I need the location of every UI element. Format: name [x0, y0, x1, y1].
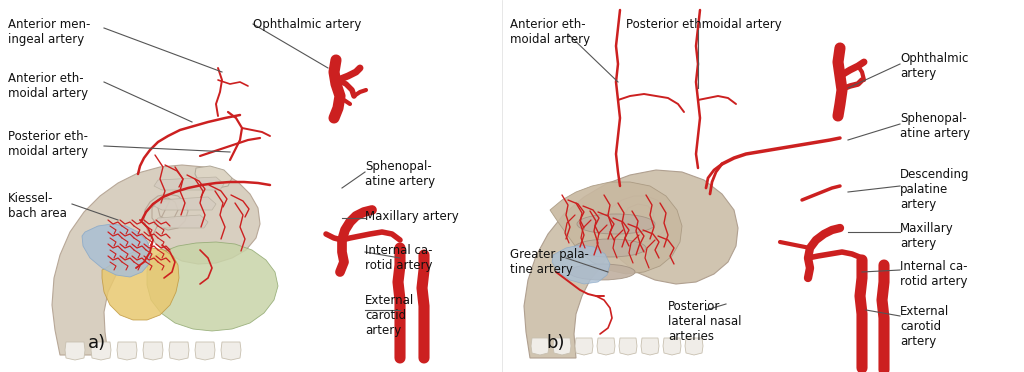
Polygon shape	[685, 338, 703, 355]
Polygon shape	[102, 248, 179, 320]
Text: Greater pala-
tine artery: Greater pala- tine artery	[510, 248, 589, 276]
Text: Ophthalmic artery: Ophthalmic artery	[253, 18, 361, 31]
Text: Anterior eth-
moidal artery: Anterior eth- moidal artery	[510, 18, 590, 46]
Bar	[500, 0, 1024, 372]
Polygon shape	[65, 342, 85, 360]
Text: Maxillary
artery: Maxillary artery	[900, 222, 953, 250]
Polygon shape	[195, 166, 232, 188]
Text: External
carotid
artery: External carotid artery	[900, 305, 949, 348]
Text: Internal ca-
rotid artery: Internal ca- rotid artery	[900, 260, 968, 288]
Polygon shape	[143, 342, 163, 360]
Text: Anterior eth-
moidal artery: Anterior eth- moidal artery	[8, 72, 88, 100]
Polygon shape	[524, 170, 738, 358]
Ellipse shape	[574, 239, 646, 257]
Ellipse shape	[569, 264, 635, 280]
Polygon shape	[575, 338, 593, 355]
Polygon shape	[663, 338, 681, 355]
Text: Internal ca-
rotid artery: Internal ca- rotid artery	[365, 244, 432, 272]
Polygon shape	[91, 342, 111, 360]
Text: Posterior
lateral nasal
arteries: Posterior lateral nasal arteries	[668, 300, 741, 343]
Polygon shape	[531, 338, 549, 355]
Text: Posterior ethmoidal artery: Posterior ethmoidal artery	[626, 18, 781, 31]
Text: Sphenopal-
atine artery: Sphenopal- atine artery	[900, 112, 970, 140]
Text: Descending
palatine
artery: Descending palatine artery	[900, 168, 970, 211]
Polygon shape	[618, 338, 637, 355]
Text: b): b)	[546, 334, 564, 352]
Text: Ophthalmic
artery: Ophthalmic artery	[900, 52, 969, 80]
Polygon shape	[169, 342, 189, 360]
Text: External
carotid
artery: External carotid artery	[365, 294, 415, 337]
Polygon shape	[154, 215, 208, 228]
Polygon shape	[154, 177, 224, 190]
Text: Sphenopal-
atine artery: Sphenopal- atine artery	[365, 160, 435, 188]
Polygon shape	[221, 342, 241, 360]
Polygon shape	[553, 338, 571, 355]
Polygon shape	[82, 224, 151, 277]
Polygon shape	[597, 338, 615, 355]
Polygon shape	[550, 182, 682, 274]
Text: Kiessel-
bach area: Kiessel- bach area	[8, 192, 67, 220]
Text: Anterior men-
ingeal artery: Anterior men- ingeal artery	[8, 18, 90, 46]
Polygon shape	[154, 197, 216, 210]
Polygon shape	[117, 342, 137, 360]
Ellipse shape	[577, 214, 655, 234]
Text: Posterior eth-
moidal artery: Posterior eth- moidal artery	[8, 130, 88, 158]
Polygon shape	[552, 245, 610, 284]
Polygon shape	[147, 242, 278, 331]
Text: a): a)	[88, 334, 106, 352]
Polygon shape	[195, 342, 215, 360]
Polygon shape	[641, 338, 659, 355]
Polygon shape	[52, 165, 260, 355]
Text: Maxillary artery: Maxillary artery	[365, 210, 459, 223]
Bar	[0, 0, 500, 372]
